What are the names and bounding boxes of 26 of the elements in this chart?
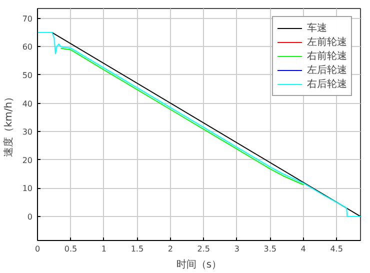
x-tick-label: 3 xyxy=(234,244,240,254)
x-tick-label: 2 xyxy=(168,244,173,254)
legend-label: 左后轮速 xyxy=(307,64,347,77)
y-axis-title: 速度（km/h） xyxy=(2,92,14,158)
y-tick-label: 20 xyxy=(22,156,33,165)
y-tick-label: 30 xyxy=(22,128,33,137)
line-series xyxy=(60,48,304,186)
x-tick-label: 0.5 xyxy=(64,244,78,254)
y-tick-label: 0 xyxy=(27,212,33,222)
y-tick-label: 10 xyxy=(22,184,33,194)
x-tick-label: 2.5 xyxy=(197,244,210,254)
y-tick-label: 60 xyxy=(22,42,33,52)
legend-label: 左前轮速 xyxy=(307,36,347,49)
legend-label: 右后轮速 xyxy=(307,78,347,91)
legend-label: 右前轮速 xyxy=(307,50,347,63)
y-tick-label: 40 xyxy=(22,99,33,108)
x-tick-label: 1.5 xyxy=(130,244,144,254)
y-tick-label: 50 xyxy=(22,70,33,80)
y-tick-label: 70 xyxy=(22,14,33,24)
x-axis-title: 时间（s） xyxy=(176,258,222,270)
legend-label: 车速 xyxy=(307,22,327,35)
x-tick-label: 3.5 xyxy=(264,244,276,254)
x-tick-label: 4.5 xyxy=(330,244,343,254)
x-tick-label: 1 xyxy=(101,244,107,254)
x-tick-label: 4 xyxy=(300,244,306,254)
x-tick-label: 0 xyxy=(34,244,40,254)
